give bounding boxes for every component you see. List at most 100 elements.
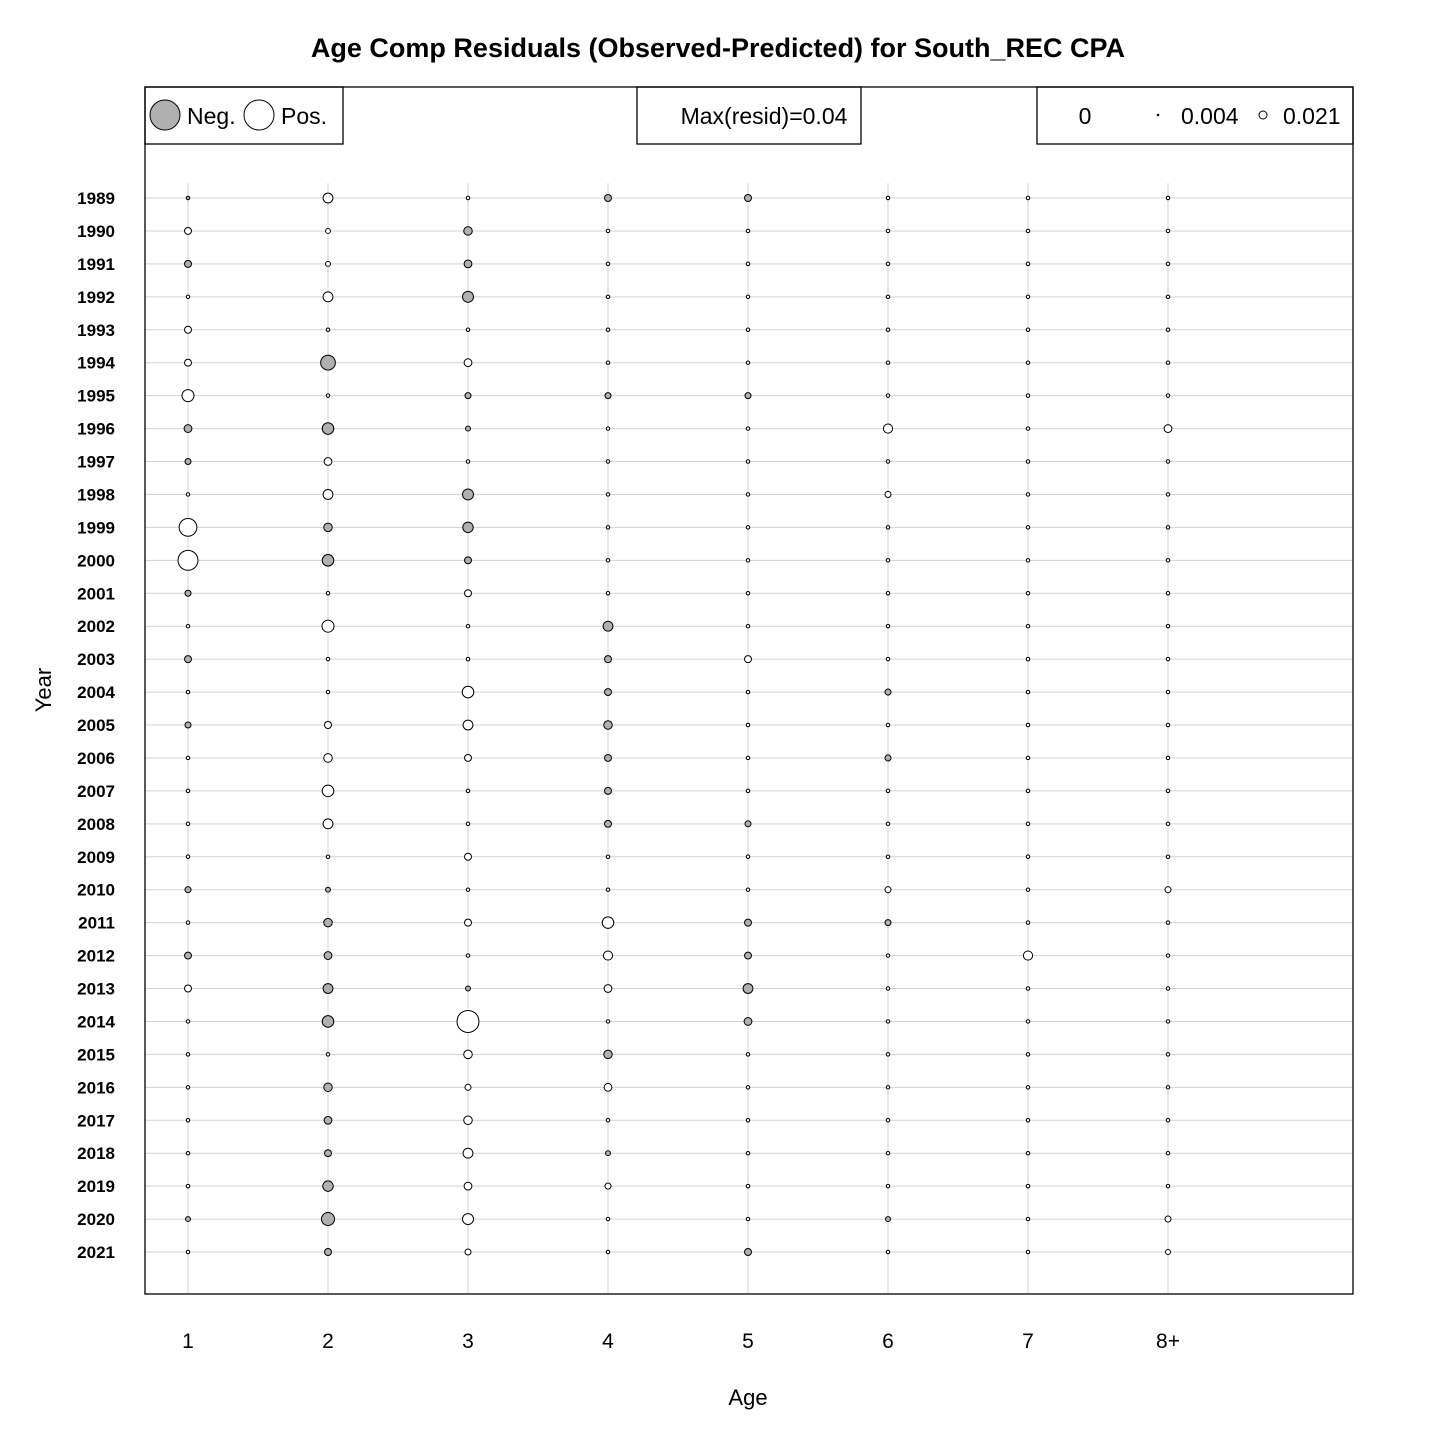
residual-point-2019-age-8+ <box>1165 1183 1171 1189</box>
residual-point-2018-age-1 <box>185 1150 191 1156</box>
residual-point-2016-age-2 <box>323 1082 333 1093</box>
residual-point-2019-age-4 <box>604 1182 612 1190</box>
y-tick-label: 2007 <box>77 782 115 801</box>
legend-size-frame <box>1036 86 1354 145</box>
residual-point-2013-age-7 <box>1025 986 1031 991</box>
residual-point-1996-age-8+ <box>1163 424 1173 433</box>
residual-point-1999-age-2 <box>323 522 333 533</box>
residual-point-2006-age-5 <box>745 755 751 761</box>
residual-point-2000-age-3 <box>464 556 472 565</box>
residual-point-2021-age-5 <box>744 1248 752 1256</box>
residual-point-2000-age-2 <box>321 554 335 567</box>
residual-point-2020-age-1 <box>185 1216 191 1223</box>
residual-point-1989-age-4 <box>604 194 612 202</box>
residual-point-1997-age-3 <box>465 459 471 464</box>
legend-size-box: 0 0.004 0.021 <box>1036 86 1354 145</box>
residual-point-1991-age-6 <box>885 261 891 267</box>
residual-point-1999-age-3 <box>462 521 474 534</box>
legend-positive-marker <box>243 99 275 131</box>
legend-max-text: Max(resid)=0.04 <box>681 103 848 129</box>
residual-point-2017-age-2 <box>323 1115 333 1125</box>
residual-point-1999-age-4 <box>605 525 611 530</box>
residual-point-1992-age-3 <box>462 290 474 303</box>
residual-point-1992-age-5 <box>745 294 751 300</box>
residual-point-2018-age-7 <box>1025 1150 1031 1156</box>
y-tick-label: 1999 <box>77 518 115 537</box>
residual-point-1993-age-6 <box>885 327 891 332</box>
residual-point-1990-age-6 <box>885 228 891 234</box>
residual-point-2000-age-4 <box>605 558 611 563</box>
y-tick-label: 2009 <box>77 848 115 867</box>
residual-point-2021-age-1 <box>185 1249 191 1255</box>
residual-point-2007-age-5 <box>745 788 751 794</box>
residual-point-2009-age-8+ <box>1165 854 1171 859</box>
x-tick-label: 1 <box>182 1330 194 1353</box>
residual-point-2014-age-7 <box>1025 1019 1031 1024</box>
residual-point-1998-age-8+ <box>1165 492 1171 497</box>
residual-point-2001-age-2 <box>325 591 331 596</box>
residual-point-2012-age-8+ <box>1165 953 1171 958</box>
residual-point-2019-age-5 <box>745 1183 751 1189</box>
residual-point-2013-age-5 <box>742 983 754 994</box>
residual-point-1991-age-5 <box>745 261 751 267</box>
y-tick-label: 2011 <box>78 914 115 933</box>
residual-point-1994-age-3 <box>463 358 473 368</box>
residual-point-2001-age-5 <box>745 591 751 596</box>
y-tick-label: 1993 <box>77 321 115 340</box>
y-tick-label: 2019 <box>77 1177 115 1196</box>
x-tick-label: 8+ <box>1156 1330 1180 1353</box>
residual-point-2007-age-3 <box>465 788 471 794</box>
residual-point-1997-age-5 <box>745 459 751 464</box>
y-tick-label: 2008 <box>77 815 115 834</box>
y-tick-label: 2012 <box>77 947 115 966</box>
residual-point-2002-age-6 <box>885 623 891 629</box>
residual-point-2020-age-3 <box>462 1213 474 1226</box>
residual-point-2021-age-3 <box>464 1248 472 1256</box>
y-tick-label: 2018 <box>77 1144 115 1163</box>
y-tick-label: 2020 <box>77 1210 115 1229</box>
residual-point-2012-age-1 <box>184 951 192 960</box>
residual-point-1992-age-2 <box>322 291 334 303</box>
residual-point-2017-age-4 <box>605 1118 611 1123</box>
residual-point-1993-age-7 <box>1025 327 1031 332</box>
residual-point-2014-age-6 <box>885 1019 891 1024</box>
residual-point-2015-age-1 <box>185 1052 191 1057</box>
x-tick-label: 7 <box>1022 1330 1034 1353</box>
legend-negative-label: Neg. <box>187 103 236 129</box>
residual-point-2010-age-6 <box>884 886 892 894</box>
y-tick-label: 2000 <box>77 551 115 570</box>
residual-point-1991-age-2 <box>325 260 331 267</box>
residual-point-1995-age-3 <box>464 392 472 400</box>
y-tick-label: 2017 <box>77 1111 115 1130</box>
residual-point-1994-age-6 <box>885 360 891 365</box>
residual-point-1993-age-1 <box>184 325 192 334</box>
residual-point-1990-age-8+ <box>1165 228 1171 234</box>
residual-point-2009-age-1 <box>185 854 191 859</box>
residual-point-2007-age-8+ <box>1165 788 1171 794</box>
y-tick-label: 2006 <box>77 749 115 768</box>
residual-point-2015-age-7 <box>1025 1052 1031 1057</box>
residual-point-1990-age-4 <box>605 228 611 234</box>
residual-point-2015-age-3 <box>463 1049 473 1060</box>
residual-point-2003-age-6 <box>885 656 891 662</box>
residual-point-1989-age-5 <box>744 194 752 202</box>
residual-point-2000-age-6 <box>885 558 891 563</box>
residual-point-2018-age-8+ <box>1165 1150 1171 1156</box>
residual-point-2017-age-3 <box>463 1115 473 1126</box>
residual-point-1994-age-4 <box>605 360 611 365</box>
residual-point-2011-age-8+ <box>1165 920 1171 925</box>
residual-point-2016-age-5 <box>745 1085 751 1090</box>
legend-max-frame <box>636 86 862 145</box>
residual-point-1990-age-1 <box>184 226 192 235</box>
residual-point-1992-age-6 <box>885 294 891 300</box>
residual-point-2005-age-2 <box>324 721 332 729</box>
residual-point-2020-age-2 <box>320 1212 336 1227</box>
residual-point-1997-age-8+ <box>1165 459 1171 464</box>
residual-point-2013-age-8+ <box>1165 986 1171 991</box>
residual-point-2005-age-8+ <box>1165 722 1171 728</box>
residual-point-2020-age-4 <box>605 1216 611 1222</box>
residual-point-2021-age-4 <box>605 1249 611 1255</box>
residual-point-2007-age-2 <box>321 784 335 798</box>
residual-point-1990-age-3 <box>463 226 473 236</box>
